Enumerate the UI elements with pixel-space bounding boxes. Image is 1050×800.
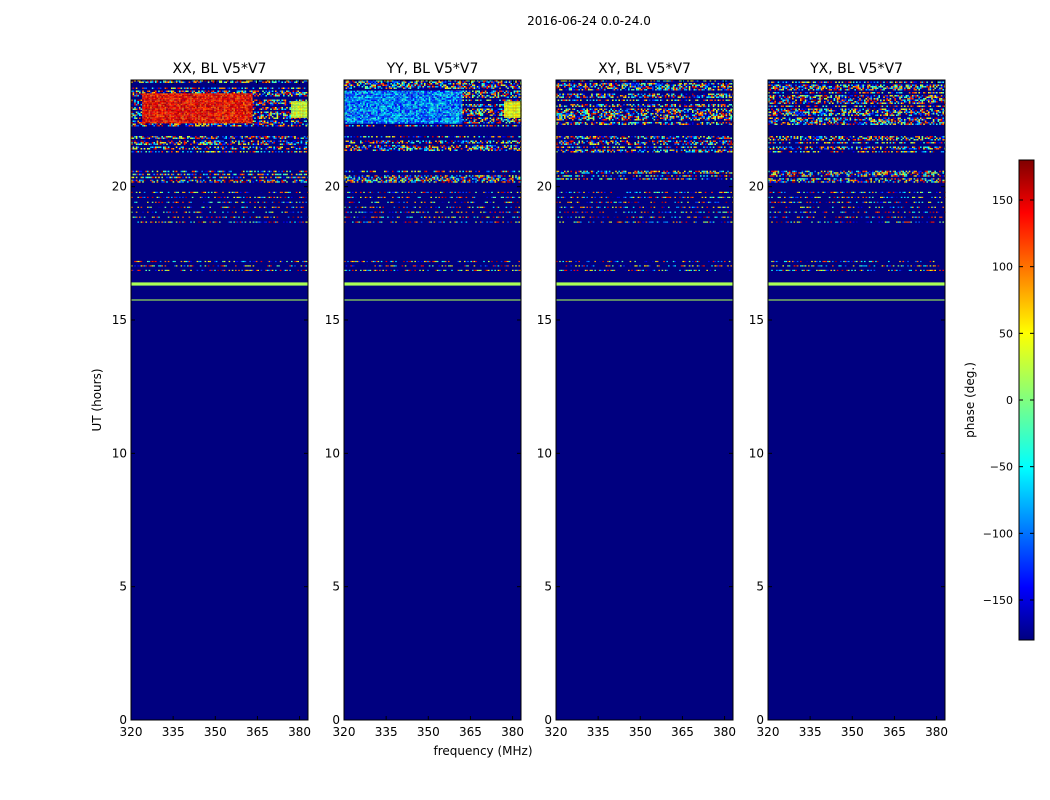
colorbar-tick-label: 50 bbox=[999, 327, 1013, 340]
y-tick-label: 10 bbox=[749, 446, 764, 460]
y-axis-label: UT (hours) bbox=[90, 368, 104, 431]
flagged-line bbox=[768, 282, 945, 286]
panel-cells bbox=[131, 80, 309, 271]
panel-frame bbox=[343, 79, 522, 721]
x-tick-label: 320 bbox=[120, 725, 143, 739]
panel-title: XX, BL V5*V7 bbox=[173, 61, 267, 77]
panel-frame bbox=[130, 79, 309, 721]
panel-background bbox=[768, 80, 945, 720]
flagged-line bbox=[131, 299, 308, 301]
x-tick-label: 350 bbox=[841, 725, 864, 739]
flagged-line bbox=[344, 282, 521, 286]
panel-frame bbox=[555, 79, 734, 721]
y-tick-label: 10 bbox=[325, 446, 340, 460]
flagged-line bbox=[556, 282, 733, 286]
y-tick-label: 5 bbox=[332, 580, 340, 594]
y-tick-label: 20 bbox=[537, 180, 552, 194]
figure-title: 2016-06-24 0.0-24.0 bbox=[527, 14, 651, 28]
y-tick-label: 20 bbox=[325, 180, 340, 194]
x-tick-label: 320 bbox=[545, 725, 568, 739]
x-tick-label: 350 bbox=[629, 725, 652, 739]
panel-4: YX, BL V5*V7 320 335 350 365 380 0 5 10 15 20 bbox=[749, 61, 948, 739]
y-tick-label: 0 bbox=[119, 713, 127, 727]
x-axis-label: frequency (MHz) bbox=[433, 744, 532, 758]
x-tick-label: 380 bbox=[925, 725, 948, 739]
colorbar-tick-label: 100 bbox=[992, 261, 1013, 274]
panel-background bbox=[556, 80, 733, 720]
panel-title: XY, BL V5*V7 bbox=[598, 61, 691, 77]
flagged-line bbox=[556, 299, 733, 301]
x-tick-label: 365 bbox=[671, 725, 694, 739]
x-tick-label: 335 bbox=[375, 725, 398, 739]
y-tick-label: 5 bbox=[756, 580, 764, 594]
y-tick-label: 5 bbox=[544, 580, 552, 594]
colorbar: −150 −100 −50 0 50 100 150 phase (deg.) bbox=[963, 159, 1035, 641]
x-tick-label: 320 bbox=[757, 725, 780, 739]
x-tick-label: 380 bbox=[288, 725, 311, 739]
y-tick-label: 20 bbox=[112, 180, 127, 194]
flagged-line bbox=[768, 299, 945, 301]
y-tick-label: 10 bbox=[537, 446, 552, 460]
panel-frame bbox=[767, 79, 946, 721]
panel-3: XY, BL V5*V7 320 335 350 365 380 0 5 10 15 20 bbox=[537, 61, 736, 739]
x-tick-label: 380 bbox=[501, 725, 524, 739]
y-tick-label: 15 bbox=[325, 313, 340, 327]
colorbar-tick-label: −100 bbox=[983, 527, 1013, 540]
y-tick-label: 15 bbox=[749, 313, 764, 327]
y-tick-label: 15 bbox=[112, 313, 127, 327]
panel-cells bbox=[768, 81, 946, 271]
x-tick-label: 365 bbox=[246, 725, 269, 739]
panel-background bbox=[344, 80, 521, 720]
y-tick-label: 10 bbox=[112, 446, 127, 460]
colorbar-tick-label: 150 bbox=[992, 194, 1013, 207]
panel-background bbox=[131, 80, 308, 720]
y-tick-label: 20 bbox=[749, 180, 764, 194]
panel-cells bbox=[556, 80, 734, 271]
panel-cells bbox=[344, 80, 522, 271]
flagged-line bbox=[344, 299, 521, 301]
flagged-line bbox=[131, 282, 308, 286]
x-tick-label: 335 bbox=[162, 725, 185, 739]
x-tick-label: 350 bbox=[417, 725, 440, 739]
panel-title: YX, BL V5*V7 bbox=[809, 61, 903, 77]
colorbar-tick-label: −50 bbox=[990, 461, 1013, 474]
y-tick-label: 5 bbox=[119, 580, 127, 594]
panel-1: XX, BL V5*V7 320 335 350 365 380 0 5 10 15 20 bbox=[112, 61, 311, 739]
x-tick-label: 365 bbox=[883, 725, 906, 739]
x-tick-label: 335 bbox=[587, 725, 610, 739]
y-tick-label: 0 bbox=[332, 713, 340, 727]
x-tick-label: 335 bbox=[799, 725, 822, 739]
x-tick-label: 380 bbox=[713, 725, 736, 739]
y-tick-label: 0 bbox=[756, 713, 764, 727]
panel-2: YY, BL V5*V7 320 335 350 365 380 0 5 10 15 20 bbox=[325, 61, 524, 739]
panel-title: YY, BL V5*V7 bbox=[386, 61, 479, 77]
colorbar-tick-label: 0 bbox=[1006, 394, 1013, 407]
x-tick-label: 320 bbox=[333, 725, 356, 739]
x-tick-label: 365 bbox=[459, 725, 482, 739]
colorbar-tick-label: −150 bbox=[983, 594, 1013, 607]
y-tick-label: 0 bbox=[544, 713, 552, 727]
x-tick-label: 350 bbox=[204, 725, 227, 739]
colorbar-label: phase (deg.) bbox=[963, 362, 977, 438]
y-tick-label: 15 bbox=[537, 313, 552, 327]
